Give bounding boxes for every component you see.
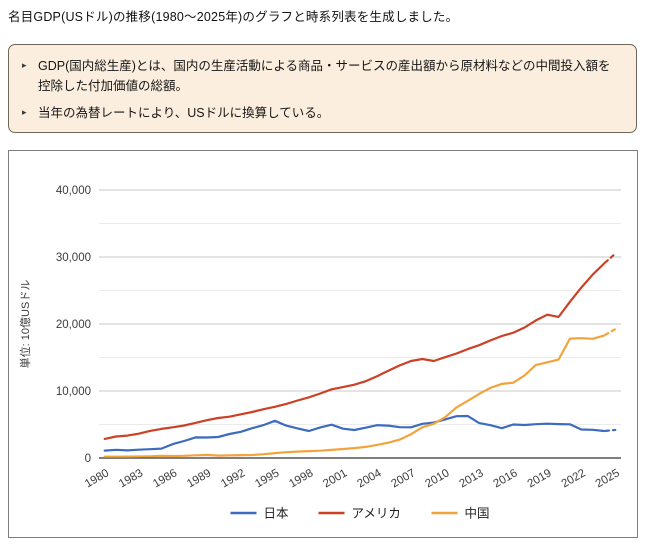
x-axis-tick-label: 2016 (492, 467, 520, 490)
series-line-japan (103, 414, 606, 452)
y-axis-tick-label: 10,000 (56, 386, 91, 398)
series-forecast-segment-america (602, 252, 617, 265)
gdp-note-callout: ▸ GDP(国内総生産)とは、国内の生産活動による商品・サービスの産出額から原材… (8, 44, 637, 133)
y-axis-tick-label: 20,000 (56, 319, 91, 331)
assistant-message: 名目GDP(USドル)の推移(1980〜2025年)のグラフと時系列表を生成しま… (8, 10, 459, 24)
arrow-bullet-icon: ▸ (22, 60, 27, 70)
x-axis-tick-label: 2025 (594, 467, 622, 490)
legend-label-america: アメリカ (352, 507, 401, 521)
x-axis-tick-label: 2007 (389, 467, 417, 490)
x-axis-tick-label: 2004 (355, 467, 384, 490)
series-line-america (103, 262, 606, 440)
x-axis-tick-label: 1992 (219, 467, 247, 490)
y-axis-tick-label: 0 (85, 453, 91, 465)
x-axis-tick-label: 1995 (253, 467, 281, 490)
y-axis-tick-label: 40,000 (56, 185, 91, 197)
x-axis-tick-label: 2013 (457, 467, 485, 490)
x-axis-tick-label: 1980 (83, 467, 111, 490)
gdp-line-chart-svg: 0 10,000 20,000 30,000 40,000 単位: 10億USドル 1980… (18, 185, 622, 521)
gdp-chart-card: 0 10,000 20,000 30,000 40,000 単位: 10億USドル 1980… (8, 150, 638, 538)
callout-item-text: 当年の為替レートにより、USドルに換算している。 (38, 106, 330, 120)
legend-label-china: 中国 (465, 506, 490, 521)
y-axis-title: 単位: 10億USドル (18, 280, 32, 369)
x-axis-tick-label: 2010 (423, 467, 451, 490)
x-axis-tick-label: 1983 (117, 467, 145, 490)
x-axis-tick-label: 1986 (151, 467, 179, 490)
series-line-china (103, 334, 606, 458)
y-axis-tick-label: 30,000 (56, 252, 91, 264)
x-axis-tick-label: 2001 (321, 467, 349, 490)
arrow-bullet-icon: ▸ (22, 107, 27, 117)
series-forecast-segment-china (602, 328, 617, 337)
x-axis-tick-label: 2019 (526, 467, 554, 490)
callout-item: ▸ GDP(国内総生産)とは、国内の生産活動による商品・サービスの産出額から原材… (22, 56, 622, 96)
x-axis-tick-label: 1998 (287, 467, 315, 490)
legend-label-japan: 日本 (264, 507, 290, 521)
x-axis-tick-label: 1989 (185, 467, 213, 490)
callout-item-text: GDP(国内総生産)とは、国内の生産活動による商品・サービスの産出額から原材料な… (38, 59, 611, 93)
callout-item: ▸ 当年の為替レートにより、USドルに換算している。 (22, 103, 622, 123)
x-axis-tick-label: 2022 (560, 467, 588, 490)
series-forecast-segment-japan (602, 428, 617, 433)
